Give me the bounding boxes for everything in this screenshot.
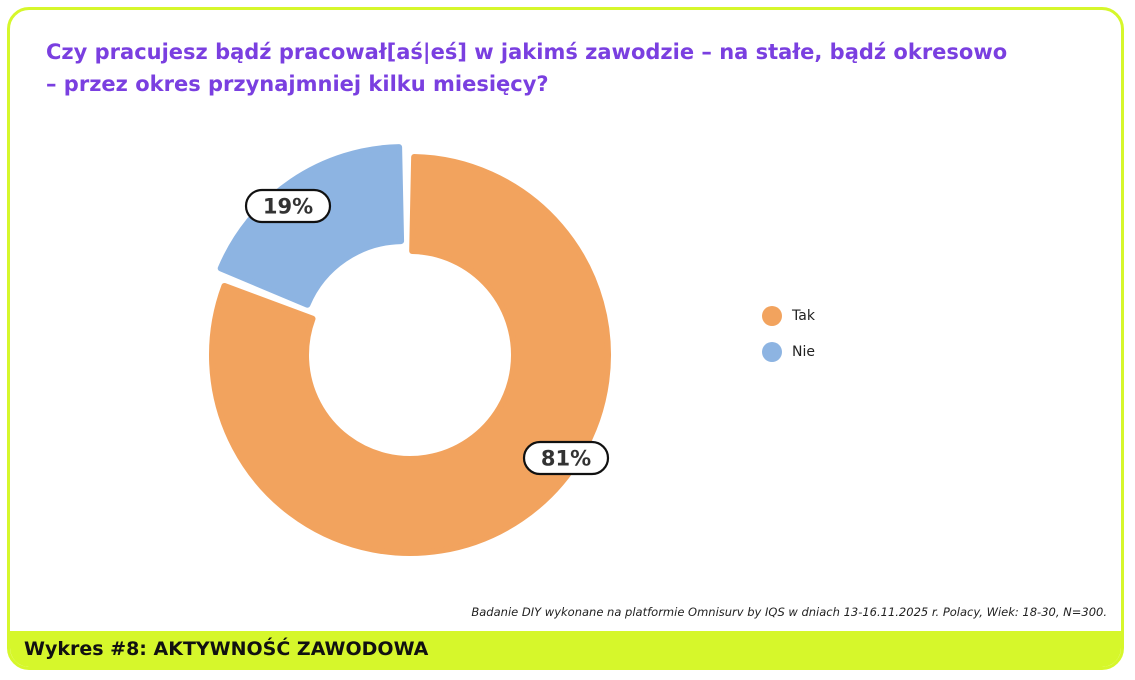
- footer-title: Wykres #8: AKTYWNOŚĆ ZAWODOWA: [24, 638, 429, 660]
- legend-swatch-nie: [762, 342, 782, 362]
- source-note: Badanie DIY wykonane na platformie Omnis…: [471, 605, 1107, 619]
- legend-swatch-tak: [762, 306, 782, 326]
- footer-bar: Wykres #8: AKTYWNOŚĆ ZAWODOWA: [10, 631, 1121, 667]
- slice-tak: [209, 154, 611, 556]
- legend-label-tak: Tak: [792, 308, 815, 324]
- data-label-text-nie: 19%: [263, 195, 313, 219]
- legend-item-tak: Tak: [762, 304, 815, 328]
- slice-nie: [217, 144, 405, 308]
- data-labels: 81% 19%: [244, 188, 610, 476]
- data-label-box-nie: [244, 188, 332, 224]
- chart-title-line-2: – przez okres przynajmniej kilku miesięc…: [46, 72, 549, 96]
- legend-label-nie: Nie: [792, 344, 815, 360]
- data-label-text-tak: 81%: [541, 447, 591, 471]
- data-label-tak: 81%: [522, 440, 610, 476]
- data-label-nie: 19%: [244, 188, 332, 224]
- legend-item-nie: Nie: [762, 340, 815, 364]
- chart-title-line-1: Czy pracujesz bądź pracował[aś|eś] w jak…: [46, 40, 1008, 64]
- data-label-box-tak: [522, 440, 610, 476]
- chart-card: Czy pracujesz bądź pracował[aś|eś] w jak…: [7, 7, 1124, 670]
- chart-title: Czy pracujesz bądź pracował[aś|eś] w jak…: [46, 36, 1046, 100]
- legend: Tak Nie: [762, 304, 815, 376]
